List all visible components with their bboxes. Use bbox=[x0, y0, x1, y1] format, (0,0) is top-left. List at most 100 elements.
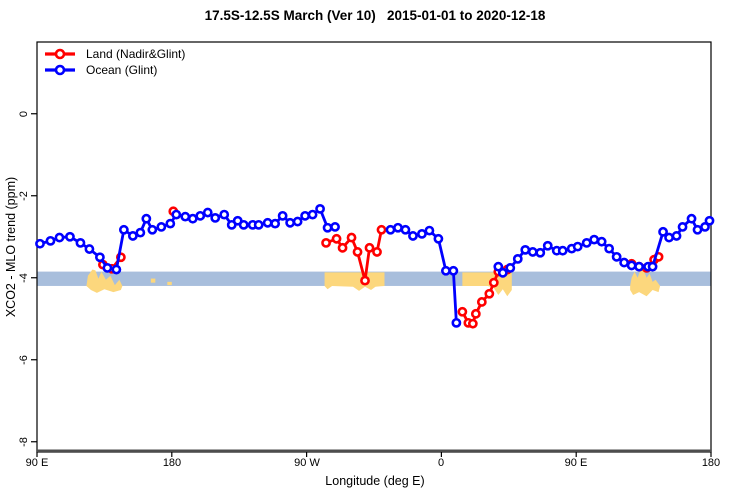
data-point-marker bbox=[484, 288, 495, 299]
data-point-marker bbox=[677, 222, 688, 232]
data-point-marker bbox=[352, 247, 363, 257]
data-point-marker bbox=[135, 227, 146, 238]
data-point-marker bbox=[488, 277, 499, 288]
data-point-marker bbox=[470, 308, 481, 319]
x-tick-label: 90 E bbox=[25, 457, 49, 469]
x-axis-baseline bbox=[37, 449, 711, 453]
data-point-marker bbox=[156, 222, 167, 232]
data-point-marker bbox=[219, 209, 230, 220]
data-point-marker bbox=[527, 247, 538, 257]
data-point-marker bbox=[658, 226, 668, 237]
data-point-marker bbox=[581, 237, 592, 248]
legend: Land (Nadir&Glint) Ocean (Glint) bbox=[44, 46, 185, 78]
x-tick-label: 90 E bbox=[564, 457, 588, 469]
data-point-marker bbox=[497, 267, 508, 278]
data-point-marker bbox=[238, 219, 249, 230]
data-point-marker bbox=[433, 233, 444, 244]
data-point-marker bbox=[95, 252, 105, 263]
data-point-marker bbox=[292, 216, 303, 227]
data-point-marker bbox=[457, 306, 468, 317]
data-point-marker bbox=[315, 203, 325, 214]
data-point-marker bbox=[611, 251, 622, 262]
data-point-marker bbox=[440, 265, 451, 276]
data-point-marker bbox=[417, 228, 427, 239]
data-point-marker bbox=[535, 247, 546, 258]
data-point-marker bbox=[596, 236, 607, 247]
x-tick-label: 180 bbox=[701, 457, 721, 469]
data-point-marker bbox=[54, 232, 65, 243]
data-point-marker bbox=[451, 317, 462, 328]
data-point-marker bbox=[512, 253, 523, 264]
data-point-marker bbox=[671, 231, 682, 241]
data-point-marker bbox=[141, 213, 152, 224]
data-point-marker bbox=[346, 232, 357, 243]
data-point-marker bbox=[589, 234, 600, 245]
data-point-marker bbox=[195, 210, 206, 221]
ocean-series-swatch-icon bbox=[45, 64, 75, 76]
data-point-marker bbox=[686, 213, 697, 224]
y-tick-label: -6 bbox=[18, 355, 30, 365]
highlight-patch bbox=[462, 272, 512, 297]
y-tick-label: -8 bbox=[18, 437, 30, 447]
x-axis-label: Longitude (deg E) bbox=[325, 474, 425, 488]
data-point-marker bbox=[704, 215, 715, 226]
data-point-marker bbox=[376, 224, 387, 235]
data-point-marker bbox=[45, 235, 56, 246]
data-point-marker bbox=[364, 242, 375, 253]
data-point-marker bbox=[408, 231, 418, 241]
data-point-marker bbox=[118, 224, 129, 235]
data-point-marker bbox=[253, 219, 264, 230]
y-tick-label: -2 bbox=[18, 191, 30, 201]
highlight-patch bbox=[630, 269, 661, 297]
data-point-marker bbox=[147, 224, 158, 235]
y-tick-label: -4 bbox=[18, 273, 30, 283]
data-point-marker bbox=[111, 264, 122, 275]
data-point-marker bbox=[187, 213, 198, 224]
x-tick-label: 0 bbox=[437, 457, 445, 469]
data-point-marker bbox=[277, 210, 288, 221]
legend-label-ocean: Ocean (Glint) bbox=[86, 63, 158, 77]
data-point-marker bbox=[75, 237, 86, 248]
data-point-marker bbox=[35, 238, 45, 249]
highlight-patch bbox=[167, 281, 172, 286]
data-point-marker bbox=[331, 233, 342, 244]
highlight-patch bbox=[86, 269, 123, 293]
data-point-marker bbox=[171, 209, 182, 220]
y-axis-label: XCO2 - MLO trend (ppm) bbox=[4, 176, 18, 318]
data-point-marker bbox=[692, 224, 703, 235]
legend-item-ocean: Ocean (Glint) bbox=[44, 62, 185, 78]
data-point-marker bbox=[322, 222, 333, 233]
data-point-marker bbox=[330, 222, 340, 232]
data-point-marker bbox=[84, 244, 95, 254]
data-point-marker bbox=[385, 224, 396, 235]
data-point-marker bbox=[202, 207, 213, 218]
data-point-marker bbox=[337, 242, 348, 253]
data-point-marker bbox=[321, 237, 331, 248]
data-point-marker bbox=[572, 241, 583, 252]
data-point-marker bbox=[604, 243, 615, 254]
legend-item-land: Land (Nadir&Glint) bbox=[44, 46, 185, 62]
data-point-marker bbox=[372, 247, 382, 257]
x-tick-label: 90 W bbox=[294, 457, 320, 469]
data-point-marker bbox=[542, 240, 553, 251]
data-point-marker bbox=[210, 212, 221, 223]
land-series-swatch-icon bbox=[45, 48, 75, 60]
data-point-marker bbox=[165, 218, 176, 229]
data-point-marker bbox=[285, 217, 296, 228]
data-point-marker bbox=[127, 231, 138, 241]
data-point-marker bbox=[360, 275, 370, 286]
highlight-patch bbox=[324, 272, 385, 291]
data-point-marker bbox=[180, 211, 191, 222]
data-point-marker bbox=[393, 222, 403, 233]
data-point-marker bbox=[262, 217, 273, 228]
data-point-marker bbox=[700, 222, 710, 232]
data-point-marker bbox=[65, 231, 75, 242]
data-point-marker bbox=[448, 265, 459, 276]
data-point-marker bbox=[664, 232, 674, 243]
data-point-marker bbox=[300, 210, 311, 221]
y-tick-label: 0 bbox=[18, 110, 30, 118]
legend-label-land: Land (Nadir&Glint) bbox=[86, 47, 186, 61]
data-point-marker bbox=[520, 244, 531, 255]
